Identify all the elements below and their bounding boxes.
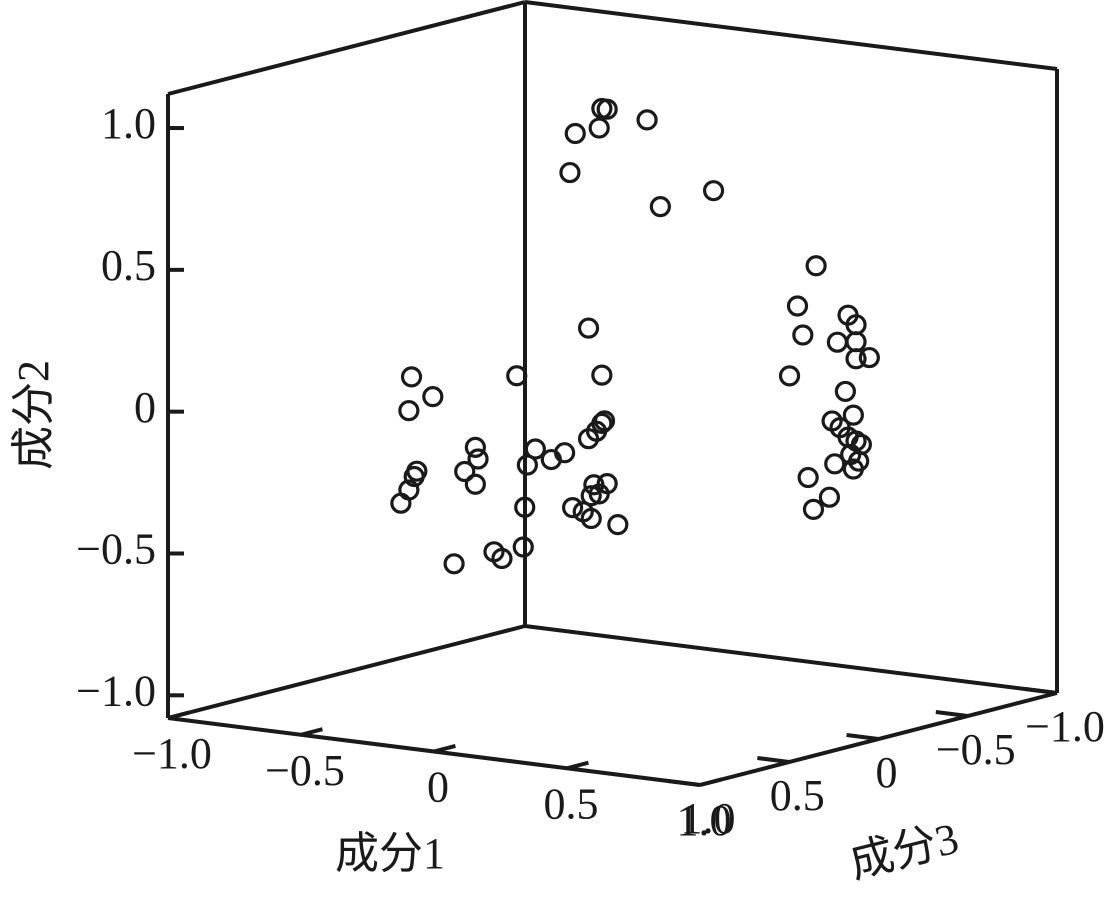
point: [403, 465, 425, 488]
y-tick-label: −1.0: [76, 666, 156, 715]
point: [802, 498, 825, 520]
point: [596, 98, 618, 120]
x-tick: [699, 777, 722, 787]
point: [580, 507, 602, 530]
point: [591, 364, 613, 386]
point: [845, 348, 867, 370]
box-edge: [524, 0, 1058, 71]
z-tick: [935, 709, 968, 718]
box-edge: [167, 0, 526, 96]
point: [842, 404, 864, 426]
y-tick-label: 1.0: [101, 99, 156, 148]
point: [805, 255, 827, 277]
point: [588, 483, 610, 505]
point: [842, 458, 864, 480]
point: [797, 466, 819, 489]
point: [818, 486, 841, 508]
point: [400, 366, 423, 388]
point: [826, 331, 849, 353]
point: [786, 295, 809, 317]
y-axis-title: 成分2: [9, 360, 58, 470]
point: [491, 547, 513, 570]
point: [577, 317, 600, 339]
x-tick: [167, 710, 190, 720]
point: [540, 448, 562, 471]
z-tick-label: −0.5: [936, 725, 1016, 774]
point: [512, 536, 534, 558]
point: [516, 454, 538, 476]
z-tick-label: 0.5: [770, 771, 825, 820]
point: [607, 514, 629, 536]
point: [464, 436, 486, 458]
point: [464, 473, 486, 495]
point: [443, 553, 465, 575]
x-tick: [300, 727, 323, 737]
point: [398, 400, 420, 422]
x-axis-title: 成分1: [335, 829, 445, 878]
x-tick-label: 1.0: [677, 796, 732, 845]
point: [636, 109, 658, 131]
point: [467, 448, 489, 470]
z-tick: [757, 755, 790, 764]
y-tick-label: 0.5: [101, 241, 156, 290]
box-edge: [167, 624, 526, 720]
box-edge: [524, 624, 1058, 695]
point: [702, 180, 725, 202]
z-tick: [846, 732, 879, 741]
y-tick-label: 0: [134, 383, 156, 432]
point: [524, 438, 546, 460]
z-tick: [667, 778, 701, 787]
point: [580, 485, 602, 507]
x-tick-label: −0.5: [265, 746, 345, 795]
point: [506, 365, 528, 387]
z-tick-label: 0: [876, 748, 898, 797]
x-tick-label: −1.0: [132, 729, 212, 778]
x-tick: [433, 744, 456, 754]
point: [454, 460, 476, 483]
x-tick-label: 0.5: [544, 779, 599, 828]
point: [588, 117, 610, 139]
x-tick-label: 0: [427, 763, 449, 812]
point: [824, 453, 846, 475]
x-tick: [566, 760, 589, 771]
point: [858, 346, 880, 369]
point: [778, 365, 801, 387]
point: [559, 161, 581, 184]
point: [577, 428, 600, 450]
z-tick-label: −1.0: [1025, 702, 1105, 751]
point: [845, 331, 867, 353]
z-axis-title: 成分3: [845, 814, 964, 888]
point: [422, 386, 444, 408]
point: [792, 324, 814, 346]
y-tick-label: −0.5: [76, 525, 156, 574]
point: [649, 196, 671, 218]
point: [564, 122, 586, 145]
point: [390, 492, 412, 514]
point: [561, 497, 584, 519]
z-tick-label: 1.0: [681, 794, 736, 843]
z-tick: [1024, 686, 1058, 695]
point: [834, 380, 856, 403]
point: [514, 496, 536, 518]
